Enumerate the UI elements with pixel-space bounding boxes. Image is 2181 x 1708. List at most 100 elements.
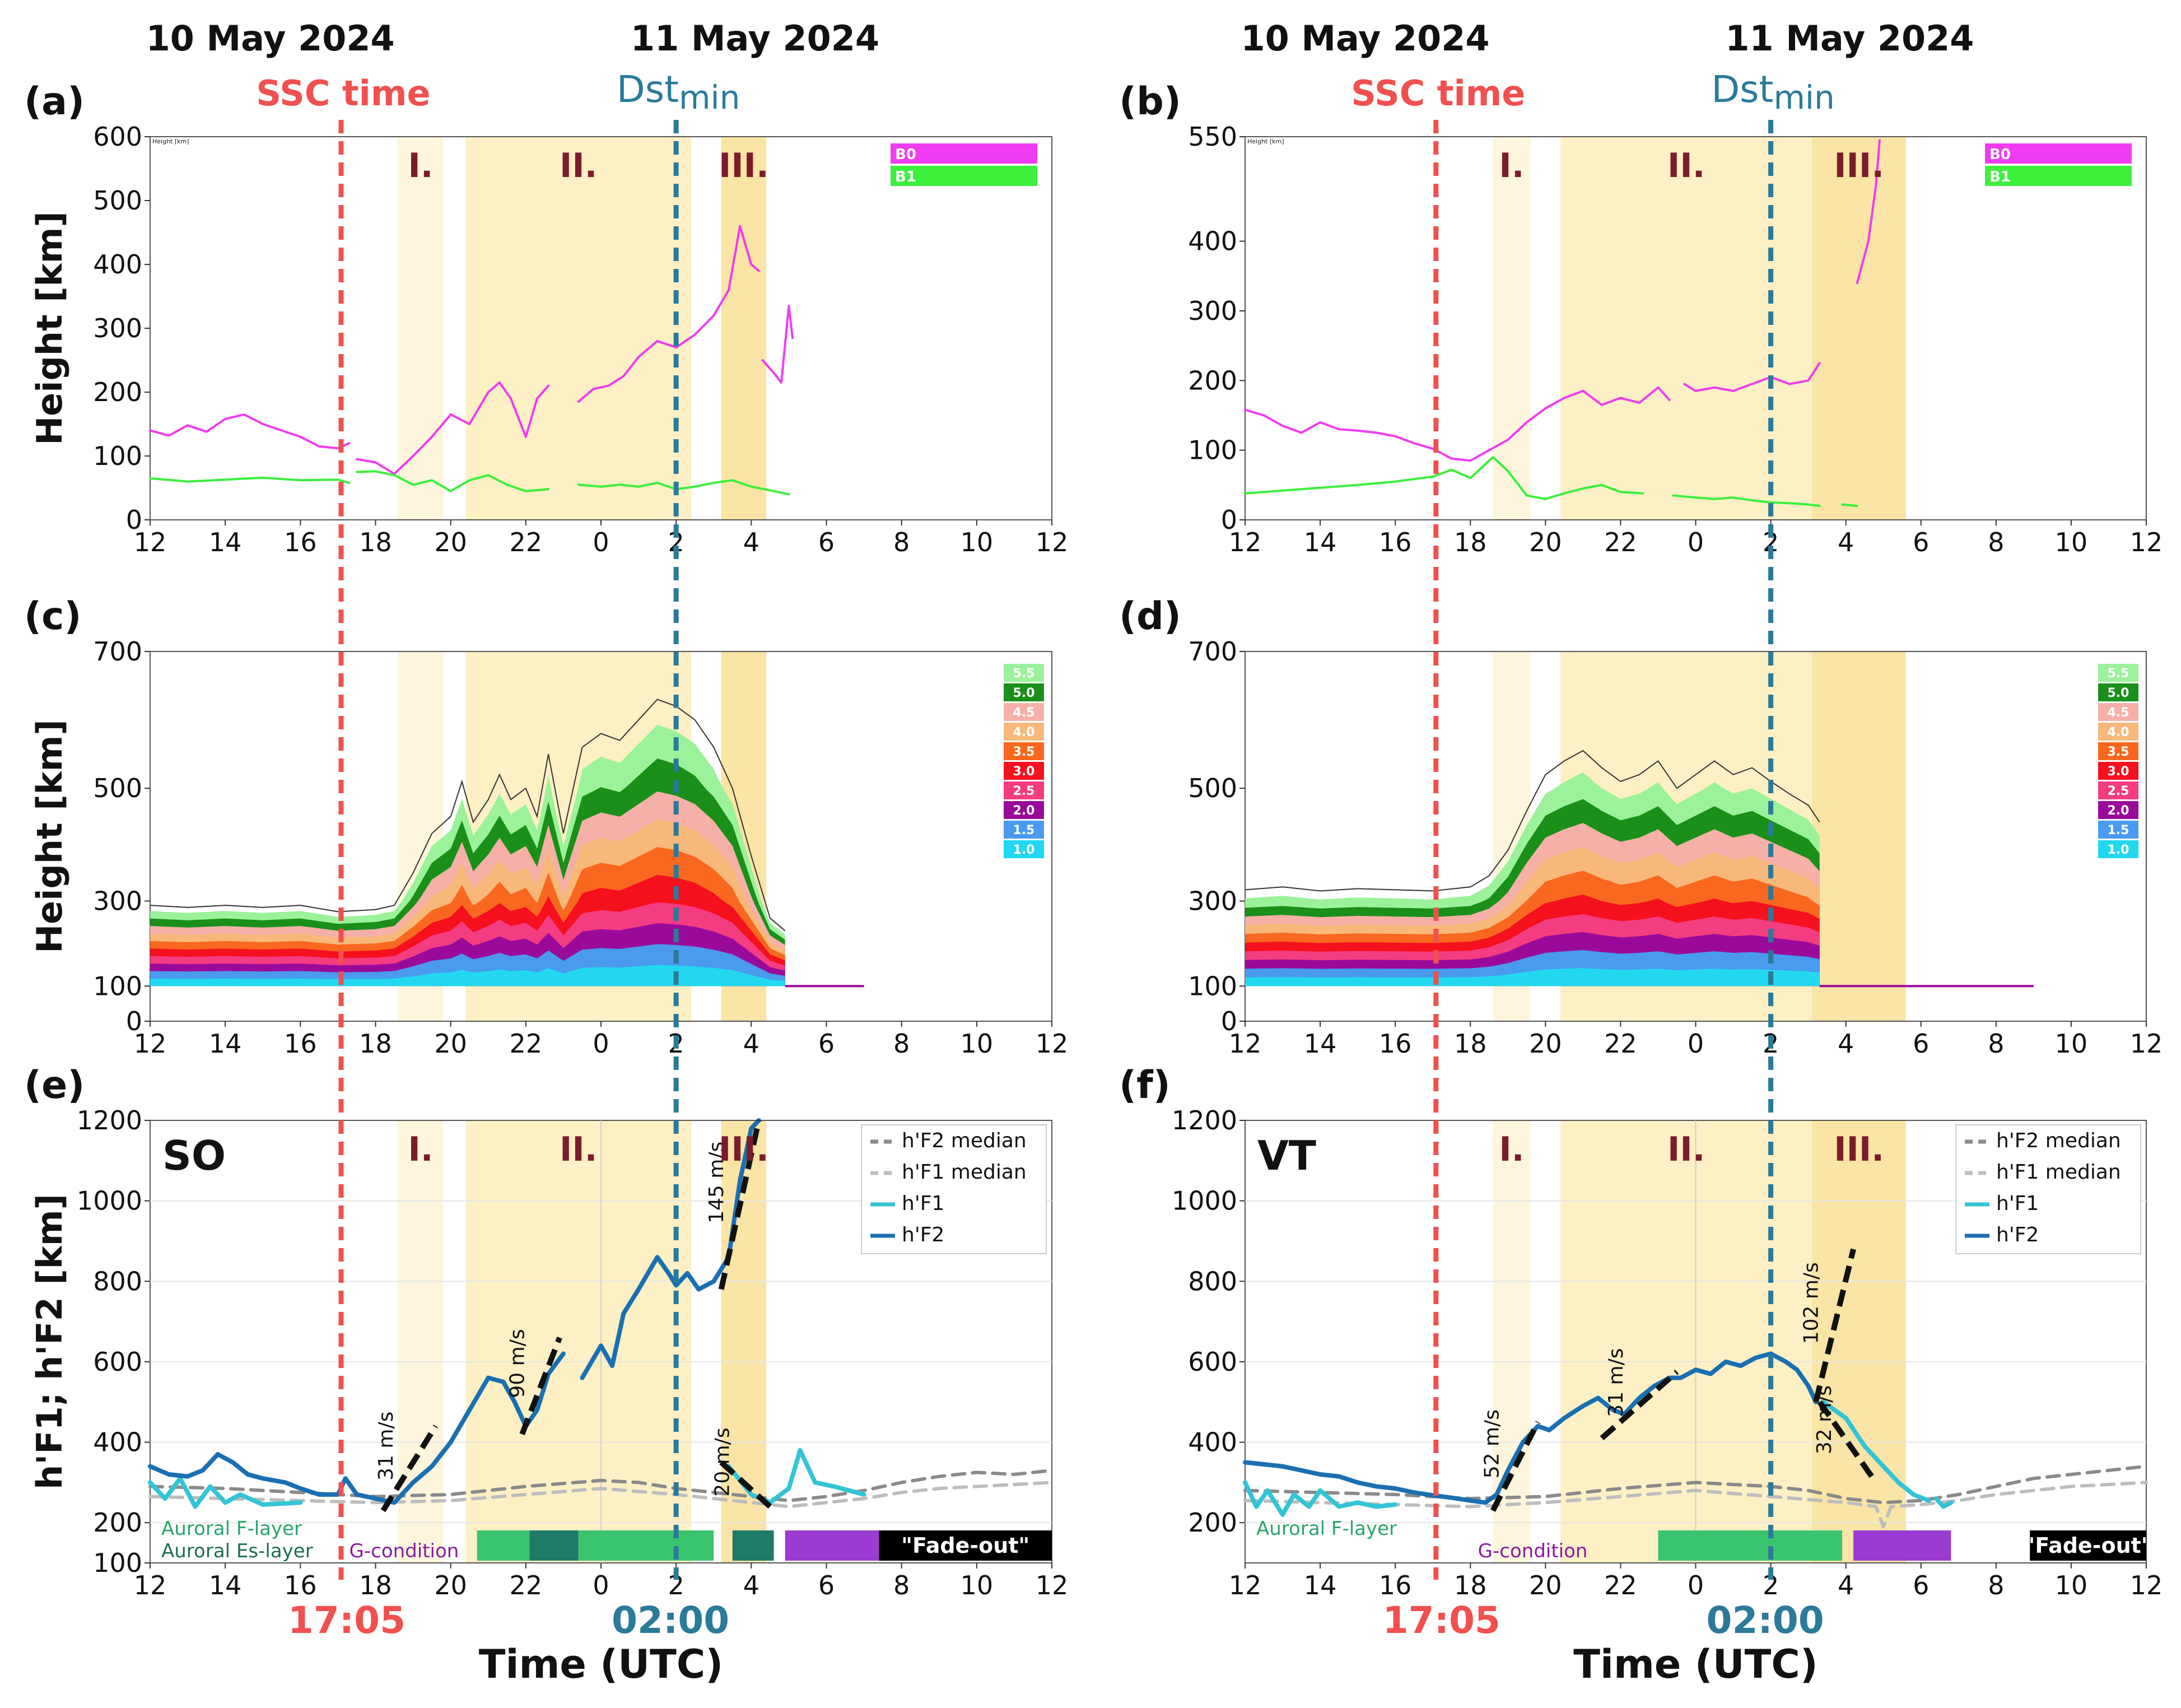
x-tick-label: 14 <box>1304 527 1337 557</box>
x-tick-label: 4 <box>743 527 759 557</box>
dst-time-1: 02:00 <box>1707 1599 1824 1642</box>
region-label-g: G-condition <box>349 1540 459 1562</box>
x-tick-label: 12 <box>1036 527 1069 557</box>
x-tick-label: 12 <box>2130 527 2163 557</box>
x-tick-label: 18 <box>359 527 392 557</box>
legend-swatch-3.5 <box>2098 742 2138 760</box>
dst-label-sub: min <box>679 78 740 117</box>
x-tick-label: 4 <box>743 1028 759 1059</box>
regime-block-1 <box>529 1530 579 1561</box>
x-tick-label: 10 <box>2055 1570 2088 1600</box>
x-tick-label: 16 <box>284 527 317 557</box>
slope-line-3 <box>719 1460 772 1509</box>
x-tick-label: 10 <box>961 527 994 557</box>
legend-label-5.5: 5.5 <box>2108 667 2129 681</box>
y-tick-label: 1000 <box>1172 1186 1237 1216</box>
slope-label-2: 145 m/s <box>705 1142 728 1223</box>
legend-swatch-5.0 <box>2098 683 2138 701</box>
legend-label-1.5: 1.5 <box>2108 823 2129 837</box>
series-hF1-seg-2 <box>1933 1496 1954 1509</box>
y-tick-label: 200 <box>93 377 142 407</box>
legend-label-3.5: 3.5 <box>2108 745 2129 759</box>
slope-label-3: 32 m/s <box>1813 1385 1836 1454</box>
x-tick-label: 8 <box>893 1028 910 1059</box>
phase-label-3: III. <box>1834 146 1884 185</box>
x-tick-label: 18 <box>1454 1028 1487 1059</box>
top-trace <box>150 699 786 932</box>
phase-label-3: III. <box>719 1130 769 1169</box>
x-tick-label: 20 <box>1529 527 1562 557</box>
x-tick-label: 18 <box>359 1570 392 1600</box>
ssc-label-1: SSC time <box>1351 73 1525 114</box>
panel-d: 5.55.04.54.03.53.02.52.01.51.00100300500… <box>1119 594 2163 1059</box>
y-tick-label: 550 <box>1188 122 1237 152</box>
panel-title: (c) <box>24 594 81 639</box>
phase-label-2: II. <box>1667 1130 1705 1169</box>
x-tick-label: 12 <box>1036 1570 1069 1600</box>
series-hF1-seg-0 <box>1243 1480 1398 1517</box>
x-tick-label: 12 <box>1229 527 1262 557</box>
legend: h'F2 median h'F1 median h'F1 h'F2 <box>861 1124 1047 1254</box>
y-tick-label: 400 <box>1188 226 1237 257</box>
y-tick-label: 300 <box>1188 296 1237 326</box>
legend-swatch-2.0 <box>1004 801 1044 819</box>
x-tick-label: 6 <box>818 1570 835 1600</box>
legend-swatch-4.0 <box>2098 723 2138 741</box>
layer-band-1.0 <box>1245 968 1820 986</box>
legend-label: h'F2 <box>902 1223 944 1246</box>
legend-label-4.0: 4.0 <box>1013 725 1035 739</box>
slope-label-0: 31 m/s <box>375 1412 398 1481</box>
slope-label-0: 52 m/s <box>1481 1409 1504 1478</box>
layer-band-1.0 <box>150 965 785 986</box>
slope-line-2 <box>1813 1248 1856 1403</box>
series-B0-seg-0 <box>149 413 351 450</box>
x-tick-label: 14 <box>209 527 242 557</box>
legend-swatch-3.0 <box>1004 762 1044 780</box>
phase-label-1: I. <box>1499 1130 1524 1169</box>
panel-f: h'F2 median h'F1 median h'F1 h'F2 VT 52 m/s 31… <box>1119 1063 2163 1600</box>
y-tick-label: 100 <box>93 971 142 1001</box>
x-tick-label: 14 <box>1304 1028 1337 1059</box>
date-right-0: 11 May 2024 <box>631 18 879 59</box>
y-tick-label: 700 <box>93 636 142 667</box>
legend-swatch-2.0 <box>2098 801 2138 819</box>
regime-block-3 <box>732 1530 774 1561</box>
y-tick-label: 400 <box>93 1427 142 1458</box>
legend-label: h'F1 median <box>1996 1161 2121 1184</box>
x-tick-label: 10 <box>961 1028 994 1059</box>
y-tick-label: 600 <box>93 122 142 152</box>
legend-swatch-5.0 <box>1004 683 1044 701</box>
y-tick-label: 0 <box>126 1006 142 1036</box>
slope-line-0 <box>380 1425 439 1512</box>
slope-line-1 <box>519 1337 562 1435</box>
ssc-time-0: 17:05 <box>288 1599 406 1642</box>
x-tick-label: 10 <box>961 1570 994 1600</box>
slope-label-1: 90 m/s <box>506 1329 529 1398</box>
series-B0-seg-3 <box>761 305 794 384</box>
x-tick-label: 6 <box>818 527 835 557</box>
legend-label-5.0: 5.0 <box>1013 686 1035 700</box>
x-tick-label: 12 <box>1229 1570 1262 1600</box>
panel-title: (f) <box>1119 1063 1171 1107</box>
series-B1-seg-0 <box>1244 456 1644 500</box>
regime-label-fade: "Fade-out" <box>2024 1533 2152 1558</box>
legend-label-4.0: 4.0 <box>2108 725 2129 739</box>
phase-band-3 <box>721 1120 767 1563</box>
legend: h'F2 median h'F1 median h'F1 h'F2 <box>1955 1124 2141 1254</box>
x-tick-label: 22 <box>1604 527 1637 557</box>
legend-label-4.5: 4.5 <box>2108 706 2129 720</box>
legend-label-3.0: 3.0 <box>1013 765 1035 779</box>
phase-band-2 <box>465 137 691 520</box>
slope-line-0 <box>1490 1421 1541 1512</box>
legend-label-B1: B1 <box>895 169 916 185</box>
series-hF1-seg-0 <box>148 1476 303 1509</box>
x-tick-label: 14 <box>209 1570 242 1600</box>
y-tick-label: 0 <box>1221 1006 1237 1036</box>
y-tick-label: 100 <box>93 1548 142 1578</box>
phase-label-2: II. <box>560 1130 597 1169</box>
legend-label-2.0: 2.0 <box>2108 804 2129 818</box>
series-B0-seg-2 <box>1856 139 1881 285</box>
legend-swatch-5.5 <box>1004 664 1044 682</box>
x-tick-label: 8 <box>893 1570 910 1600</box>
